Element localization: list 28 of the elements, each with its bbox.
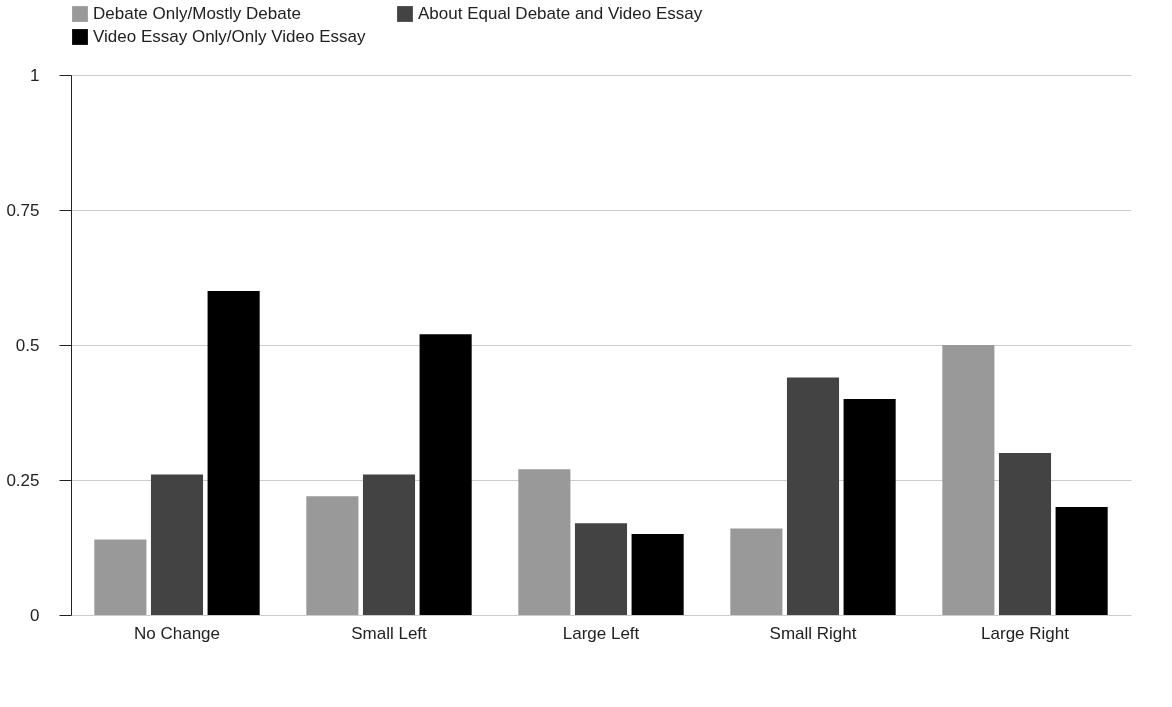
- bar: [843, 399, 896, 615]
- bar: [631, 534, 684, 615]
- bar: [786, 377, 840, 615]
- legend-label: About Equal Debate and Video Essay: [418, 4, 703, 23]
- y-tick-label: 0.5: [15, 335, 40, 355]
- bar: [942, 345, 995, 615]
- bar: [94, 539, 147, 615]
- y-tick-label: 1: [30, 65, 40, 85]
- bar: [1055, 507, 1108, 615]
- x-tick-label: Large Right: [981, 623, 1070, 643]
- bar: [362, 474, 416, 615]
- y-tick-label: 0: [30, 605, 40, 625]
- bar: [150, 474, 204, 615]
- x-tick-label: Small Right: [769, 623, 857, 643]
- bar: [306, 496, 359, 615]
- legend-label: Debate Only/Mostly Debate: [93, 4, 301, 23]
- legend-label: Video Essay Only/Only Video Essay: [93, 27, 366, 46]
- bar: [730, 528, 783, 615]
- x-tick-label: Large Left: [562, 623, 640, 643]
- x-tick-label: No Change: [133, 623, 221, 643]
- bar: [207, 291, 260, 615]
- bar: [518, 469, 571, 615]
- y-tick-label: 0.75: [6, 200, 40, 220]
- x-tick-label: Small Left: [351, 623, 428, 643]
- bar: [419, 334, 472, 615]
- bar: [998, 453, 1052, 615]
- bar: [574, 523, 628, 615]
- y-tick-label: 0.25: [6, 470, 40, 490]
